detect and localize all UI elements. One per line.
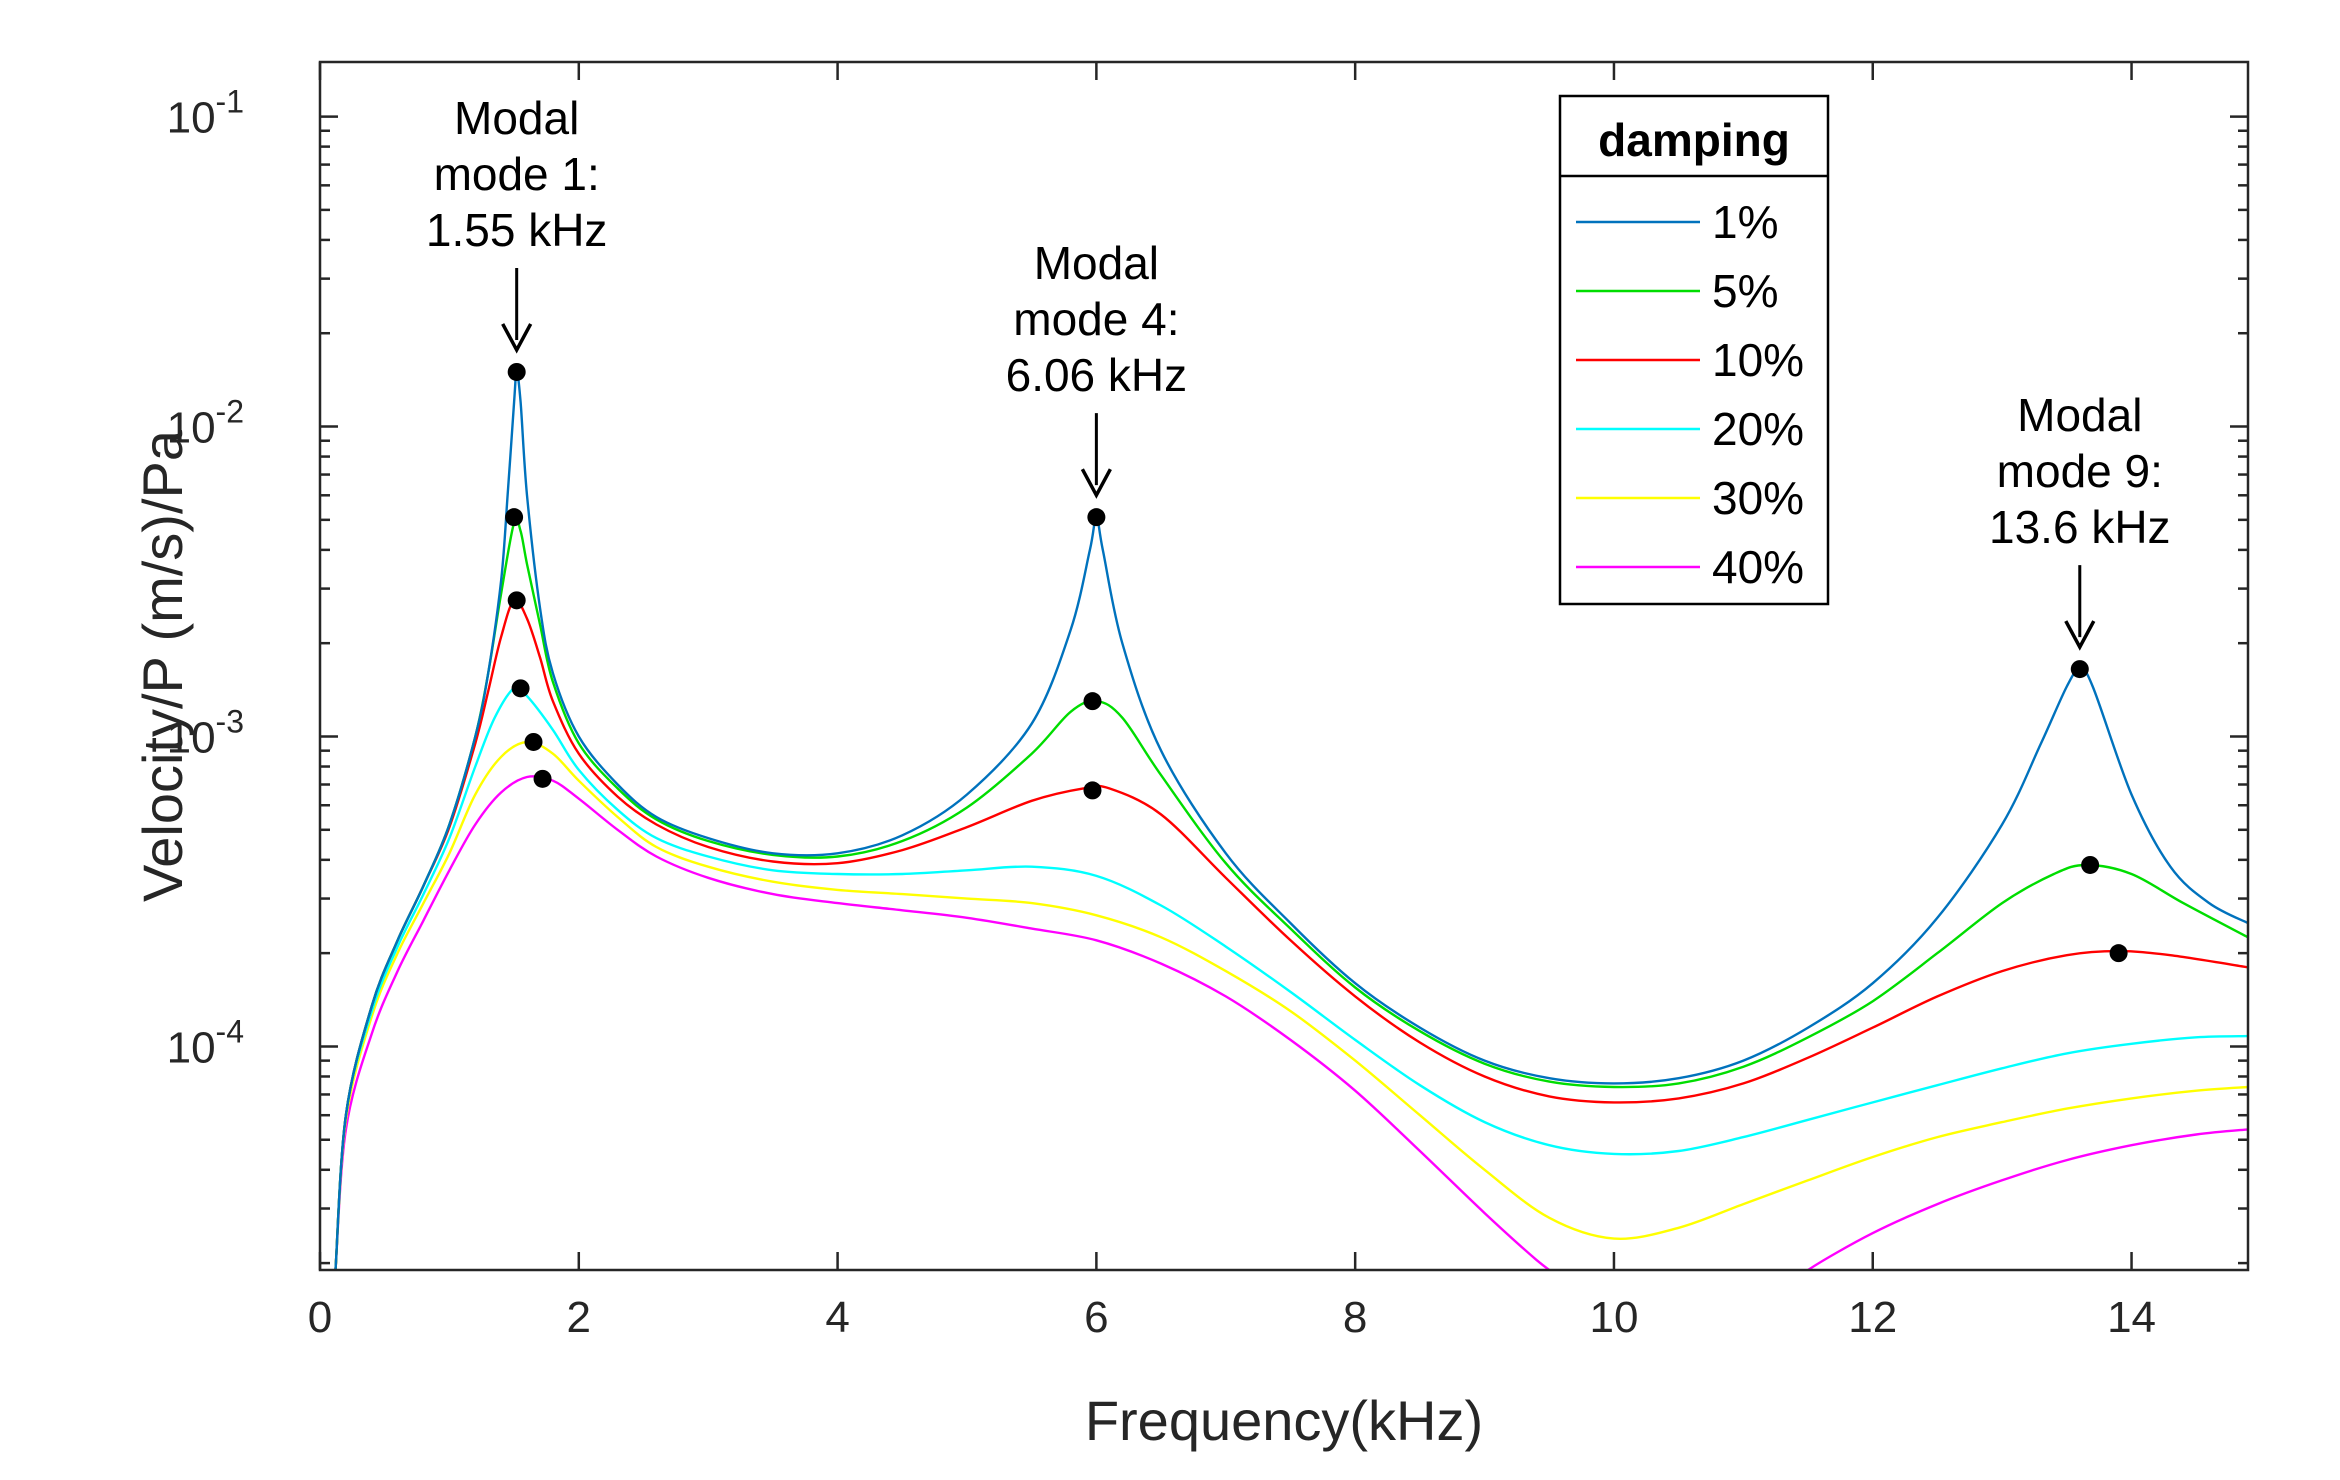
annotation-3-arrow-head xyxy=(2064,620,2096,651)
y-axis-label: Velocity/P (m/s)/Pa xyxy=(131,429,194,902)
y-tick-label-1e-3: 10-3 xyxy=(167,703,244,762)
annotation-1-line-2: mode 1: xyxy=(434,148,600,200)
annotation-2-arrow-head xyxy=(1080,468,1112,499)
x-axis-label: Frequency(kHz) xyxy=(1085,1389,1483,1452)
legend-label-40pct: 40% xyxy=(1712,541,1804,593)
peak-marker-4 xyxy=(511,679,530,698)
peak-marker-5 xyxy=(524,732,543,751)
series-line-10pct xyxy=(334,598,2248,1270)
annotation-2-line-2: mode 4: xyxy=(1013,293,1179,345)
peak-marker-7 xyxy=(1087,508,1106,527)
y-tick-label-1e-4: 10-4 xyxy=(167,1013,244,1072)
plot-frame xyxy=(318,60,2250,1272)
annotation-1-arrow-head xyxy=(501,323,533,354)
y-tick-exponent: -1 xyxy=(216,84,244,120)
annotation-3-line-2: mode 9: xyxy=(1997,445,2163,497)
series-line-20pct xyxy=(334,685,2248,1270)
x-tick-label-8: 8 xyxy=(1343,1293,1367,1342)
series-line-40pct xyxy=(334,775,1552,1270)
series-line-30pct xyxy=(334,740,2248,1270)
annotation-2-line-3: 6.06 kHz xyxy=(1006,349,1188,401)
legend-title: damping xyxy=(1598,114,1790,166)
peak-marker-1 xyxy=(507,362,526,381)
x-tick-label-6: 6 xyxy=(1084,1293,1108,1342)
legend-label-10pct: 10% xyxy=(1712,334,1804,386)
peak-marker-12 xyxy=(2109,944,2128,963)
annotation-2-line-1: Modal xyxy=(1034,237,1159,289)
y-tick-exponent: -2 xyxy=(216,394,244,430)
annotation-1-line-1: Modal xyxy=(454,92,579,144)
peak-marker-9 xyxy=(1083,781,1102,800)
annotation-3-line-1: Modal xyxy=(2017,389,2142,441)
legend-box xyxy=(1558,94,1830,606)
peak-marker-2 xyxy=(505,508,524,527)
x-tick-label-10: 10 xyxy=(1589,1293,1638,1342)
peak-marker-8 xyxy=(1083,692,1102,711)
series-line-1pct xyxy=(334,370,2248,1270)
x-tick-label-4: 4 xyxy=(825,1293,849,1342)
y-tick-base: 10 xyxy=(167,404,216,453)
peak-marker-10 xyxy=(2070,660,2089,679)
y-axis: 10-110-210-310-4 xyxy=(167,84,2248,1265)
x-axis: 0 2 4 6 8 10 12 14 xyxy=(308,62,2156,1342)
y-tick-base: 10 xyxy=(167,713,216,762)
annotation-3-line-3: 13.6 kHz xyxy=(1989,501,2171,553)
legend-label-1pct: 1% xyxy=(1712,196,1778,248)
y-tick-label-1e-2: 10-2 xyxy=(167,394,244,453)
x-tick-label-14: 14 xyxy=(2107,1293,2156,1342)
peak-marker-6 xyxy=(533,769,552,788)
annotation-1-line-3: 1.55 kHz xyxy=(426,204,608,256)
series-curves xyxy=(334,370,2248,1270)
legend-label-30pct: 30% xyxy=(1712,472,1804,524)
legend-label-20pct: 20% xyxy=(1712,403,1804,455)
peak-markers xyxy=(505,362,2128,963)
peak-marker-3 xyxy=(507,591,526,610)
y-tick-label-1e-1: 10-1 xyxy=(167,84,244,143)
y-tick-exponent: -3 xyxy=(216,703,244,739)
y-tick-base: 10 xyxy=(167,94,216,143)
peak-marker-11 xyxy=(2081,855,2100,874)
x-tick-label-0: 0 xyxy=(308,1293,332,1342)
legend-items: 1% 5% 10% 20% 30% 40% xyxy=(1576,196,1804,593)
x-tick-label-2: 2 xyxy=(567,1293,591,1342)
x-tick-label-12: 12 xyxy=(1848,1293,1897,1342)
legend-label-5pct: 5% xyxy=(1712,265,1778,317)
y-tick-base: 10 xyxy=(167,1023,216,1072)
legend: damping 1% 5% 10% 20% 30% 40% xyxy=(1558,94,1830,606)
y-tick-exponent: -4 xyxy=(216,1013,244,1049)
series-line-40pct-segment-2 xyxy=(1806,1128,2248,1270)
